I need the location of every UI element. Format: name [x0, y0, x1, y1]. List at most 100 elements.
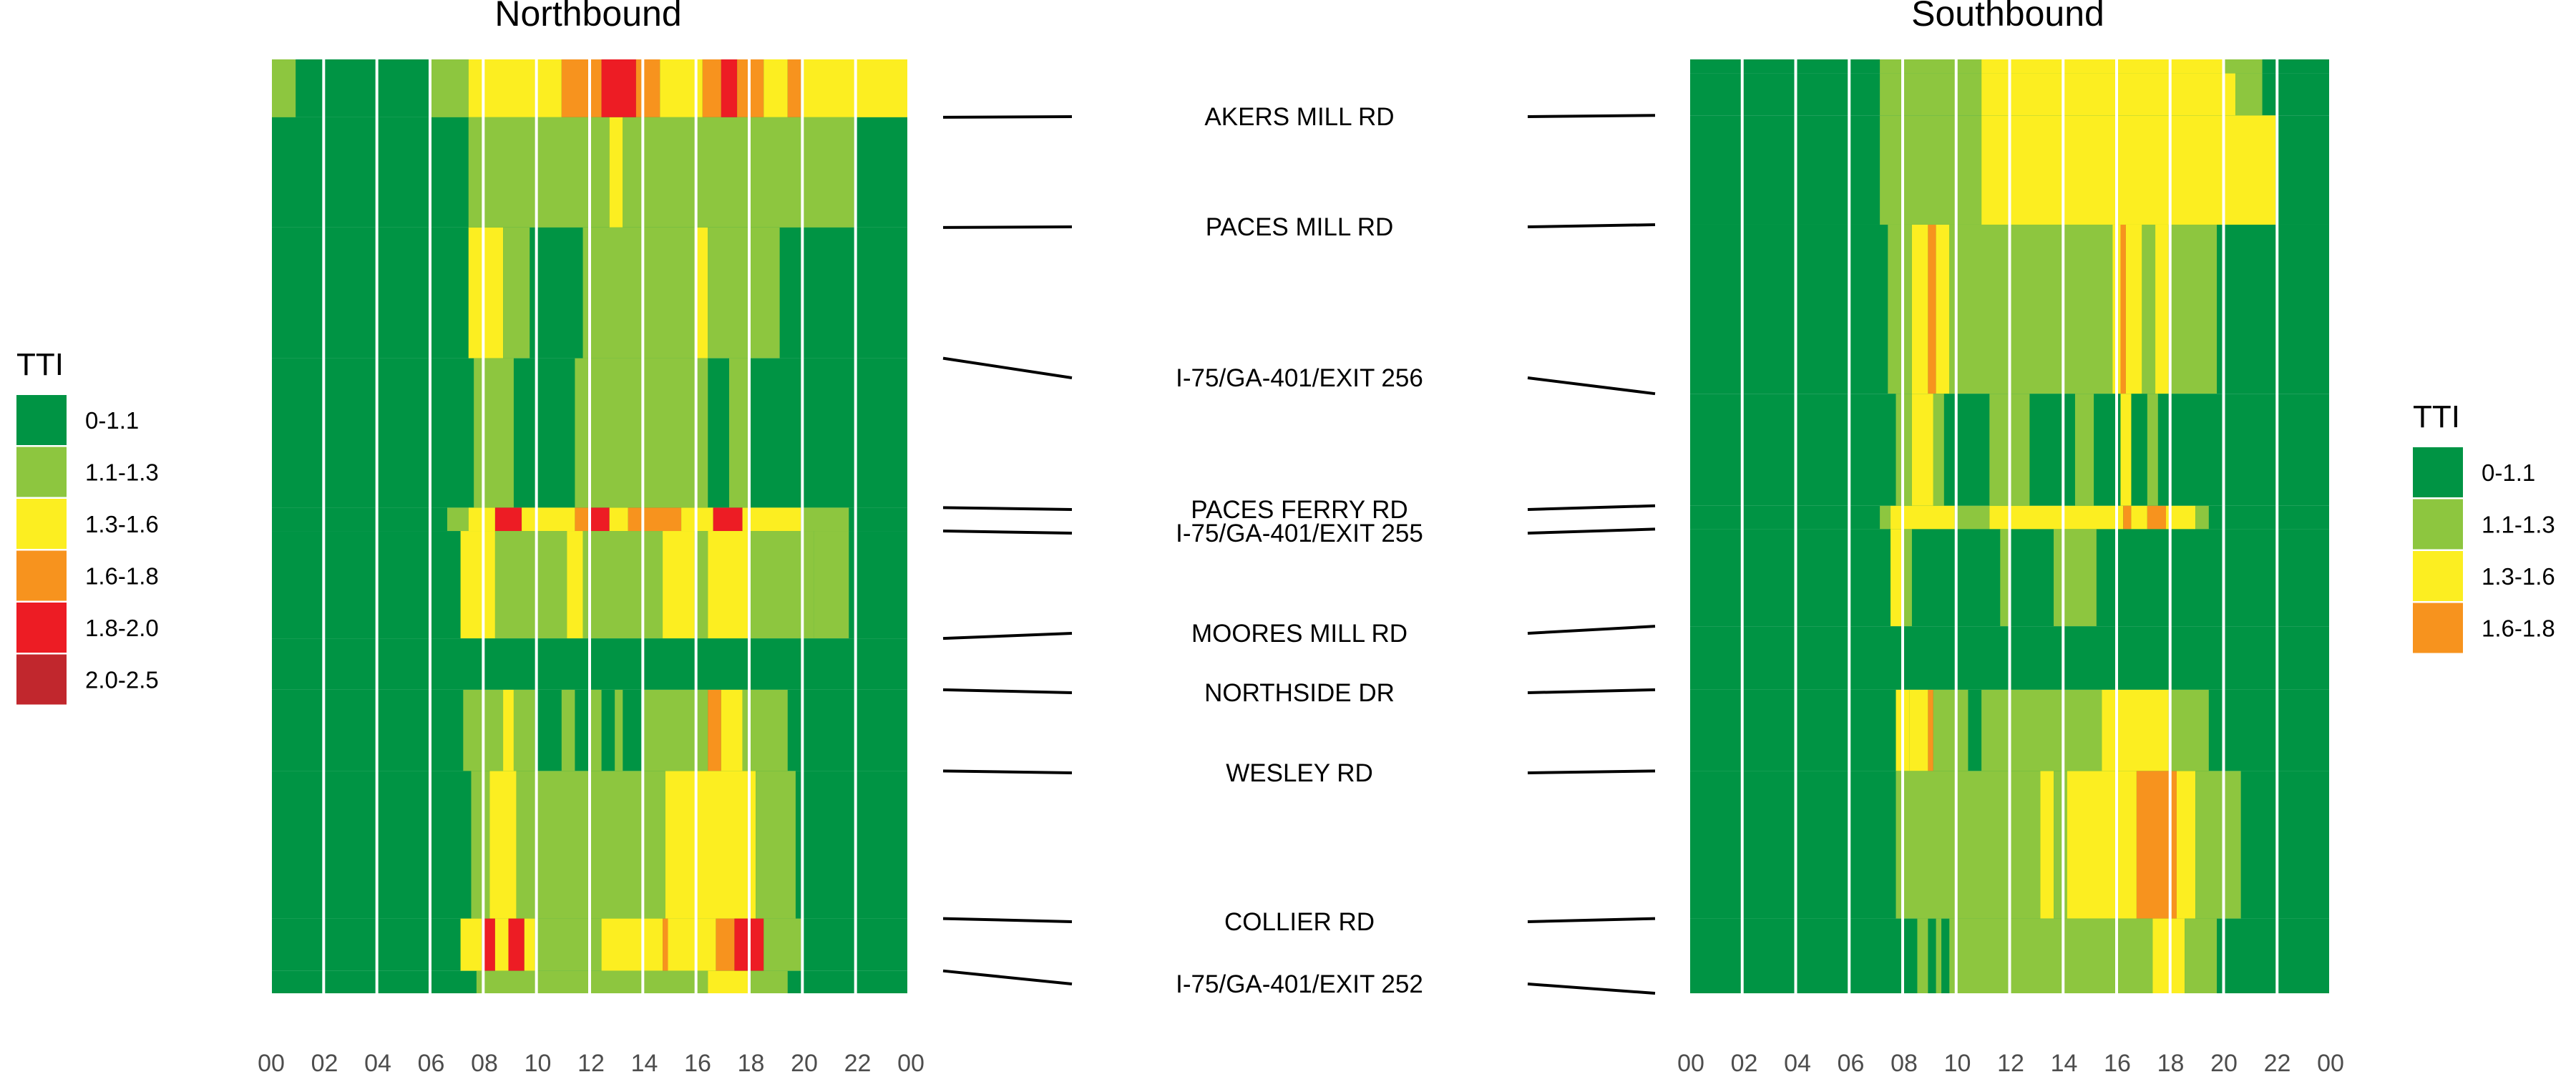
sb-cell-5-0: [1880, 505, 1891, 530]
road-connector-right-6: [1527, 688, 1656, 694]
nb-cell-8-3: [665, 771, 756, 919]
nb-cell-1-1: [609, 117, 623, 228]
legend-label-right-0: 0-1.1: [2482, 459, 2535, 486]
road-connector-right-0: [1527, 114, 1656, 118]
nb-cell-0-11: [787, 59, 801, 117]
road-labels: AKERS MILL RD PACES MILL RD I-75/GA-401/EX…: [942, 103, 1656, 998]
nb-cell-7-3: [561, 689, 575, 771]
legend-swatch-left-0: [16, 395, 67, 445]
nb-cell-7-1: [503, 689, 514, 771]
nb-cell-5-6: [708, 531, 748, 639]
sb-cell-10-1: [1936, 918, 1942, 993]
northbound-panel: Northbound 00 02 04 06 08 10 12 14 16 18 20 22 00: [258, 0, 924, 1077]
sb-cell-4-5: [2120, 394, 2132, 506]
nb-cell-4-11: [801, 507, 849, 532]
legend-label-left-3: 1.6-1.8: [85, 563, 159, 590]
sb-cell-8-5: [2102, 689, 2169, 771]
nb-cell-9-11: [763, 918, 801, 971]
nb-cell-0-5: [635, 59, 660, 117]
legend-title-left: TTI: [16, 347, 64, 382]
road-connector-right-9: [1527, 983, 1656, 995]
nb-cell-5-2: [567, 531, 583, 639]
sb-cell-3-6: [2120, 224, 2126, 394]
nb-cell-0-1: [429, 59, 469, 117]
nb-cell-9-2: [494, 918, 509, 971]
road-connector-left-6: [942, 688, 1073, 694]
sb-cell-8-3: [1933, 689, 1968, 771]
road-connector-left-8: [942, 917, 1073, 923]
nb-cell-2-4: [708, 227, 780, 359]
sb-cell-6-3: [2054, 529, 2097, 627]
nb-cell-4-2: [494, 507, 522, 532]
sb-cell-5-1: [1890, 505, 1955, 530]
nb-x-tick-label-4: 08: [471, 1050, 498, 1073]
sb-cell-9-3: [2067, 771, 2137, 919]
road-label-0: AKERS MILL RD: [1204, 103, 1394, 131]
sb-cell-4-2: [1933, 394, 1944, 506]
legend-swatch-right-2: [2413, 551, 2463, 601]
sb-cell-9-1: [2040, 771, 2054, 919]
road-connector-right-1: [1527, 223, 1656, 228]
legend-label-left-5: 2.0-2.5: [85, 667, 159, 693]
road-label-9: I-75/GA-401/EXIT 252: [1176, 970, 1423, 998]
road-connector-right-5: [1527, 625, 1656, 635]
sb-x-tick-label-0: 00: [1677, 1050, 1704, 1073]
sb-cell-0-1: [1981, 59, 2223, 74]
legend-swatch-right-3: [2413, 603, 2463, 653]
nb-cell-5-0: [460, 531, 495, 639]
legend-swatch-left-1: [16, 447, 67, 497]
nb-x-tick-label-7: 14: [631, 1050, 658, 1073]
sb-cell-3-4: [1949, 224, 2113, 394]
nb-cell-2-1: [503, 227, 530, 359]
nb-cell-4-6: [609, 507, 628, 532]
sb-cell-5-3: [1989, 505, 2124, 530]
legend-title-right: TTI: [2413, 399, 2460, 434]
road-connector-left-3: [942, 506, 1073, 511]
nb-cell-7-2: [513, 689, 535, 771]
road-connector-left-2: [942, 356, 1073, 379]
nb-cell-4-10: [742, 507, 801, 532]
nb-cell-0-13: [827, 59, 907, 117]
nb-x-tick-label-1: 02: [311, 1050, 338, 1073]
nb-cell-2-0: [468, 227, 504, 359]
sb-cell-3-10: [2168, 224, 2218, 394]
southbound-panel: Southbound 00 02 04 06 08 10 12 14 16 18 20 22 00: [1677, 0, 2344, 1077]
legend-label-right-2: 1.3-1.6: [2482, 563, 2555, 590]
legend-label-left-4: 1.8-2.0: [85, 615, 159, 641]
sb-cell-1-2: [2235, 73, 2263, 116]
road-connector-left-1: [942, 225, 1073, 229]
nb-cell-0-4: [601, 59, 636, 117]
nb-cell-9-1: [482, 918, 495, 971]
sb-x-tick-label-6: 12: [1997, 1050, 2024, 1073]
nb-cell-10-0: [476, 970, 708, 993]
nb-cell-8-1: [489, 771, 517, 919]
sb-cell-5-5: [2131, 505, 2147, 530]
nb-cell-2-2: [582, 227, 695, 359]
sb-cell-9-0: [1896, 771, 2041, 919]
nb-x-tick-label-12: 00: [897, 1050, 924, 1073]
legend-swatch-left-3: [16, 550, 67, 601]
sb-x-tick-label-11: 22: [2264, 1050, 2291, 1073]
nb-cell-7-6: [641, 689, 708, 771]
road-label-4: I-75/GA-401/EXIT 255: [1176, 520, 1423, 547]
sb-x-tick-label-8: 16: [2104, 1050, 2131, 1073]
sb-cell-4-6: [2147, 394, 2158, 506]
sb-cell-3-0: [1888, 224, 1912, 394]
nb-x-tick-label-10: 20: [791, 1050, 818, 1073]
nb-cell-5-4: [663, 531, 695, 639]
nb-cell-3-0: [474, 358, 514, 508]
sb-cell-3-1: [1911, 224, 1928, 394]
road-connector-right-7: [1527, 769, 1656, 774]
nb-cell-5-7: [748, 531, 814, 639]
nb-cell-9-6: [601, 918, 663, 971]
legends: TTI 0-1.1 1.1-1.3 1.3-1.6 1.6-1.8 1.8-2.0 2.0-…: [16, 347, 2555, 705]
sb-cell-8-6: [2168, 689, 2209, 771]
sb-cell-9-2: [2054, 771, 2067, 919]
nb-panel-title: Northbound: [494, 0, 681, 34]
nb-cell-0-8: [721, 59, 738, 117]
sb-x-tick-label-2: 04: [1784, 1050, 1811, 1073]
sb-cell-6-2: [2000, 529, 2009, 627]
nb-cell-3-2: [728, 358, 748, 508]
nb-cell-10-1: [708, 970, 748, 993]
